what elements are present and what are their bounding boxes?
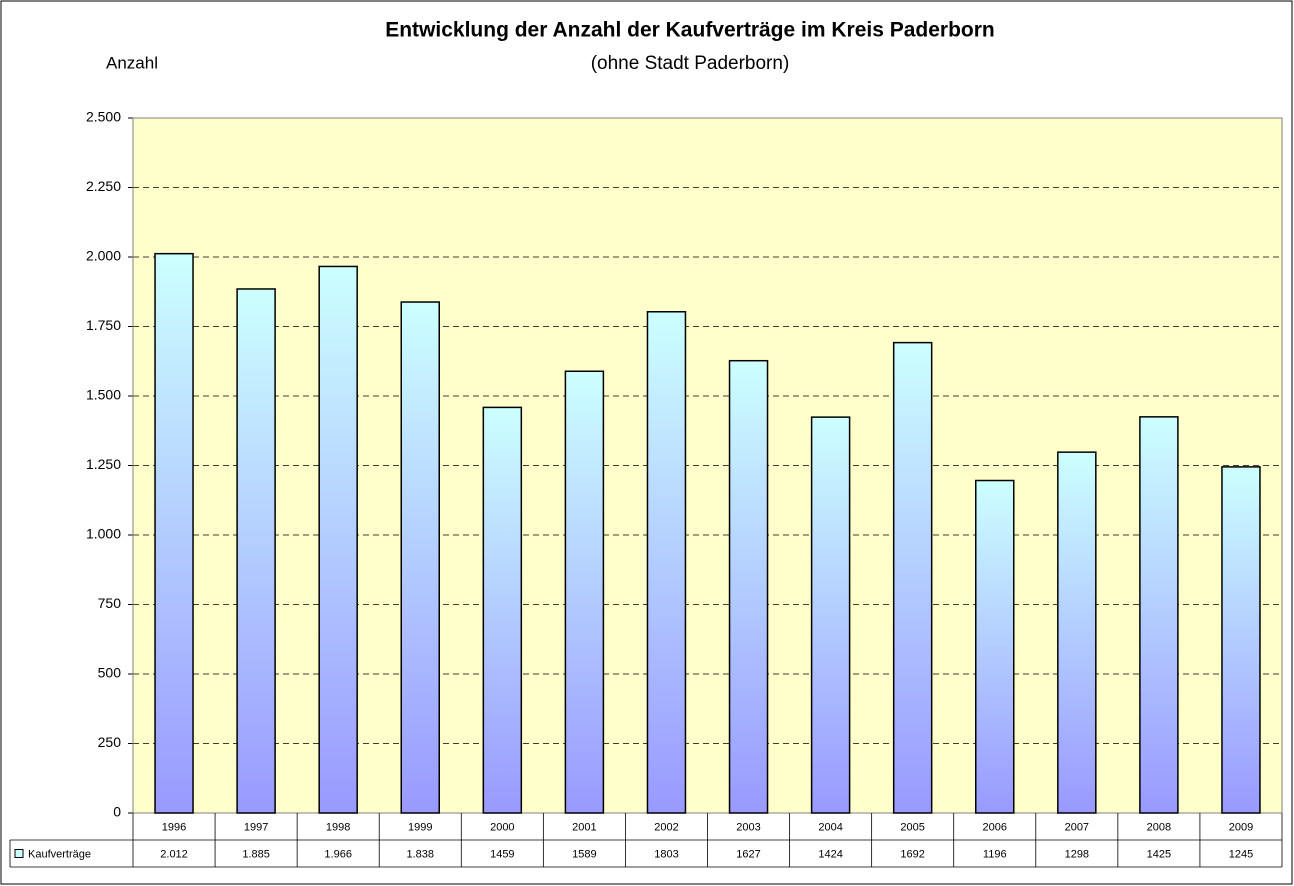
bar	[154, 252, 194, 814]
x-tick-label: 1999	[408, 821, 432, 833]
bar	[564, 370, 605, 814]
table-value: 1627	[736, 848, 760, 860]
chart-subtitle: (ohne Stadt Paderborn)	[591, 53, 790, 74]
table-value: 1589	[572, 848, 596, 860]
table-value: 1424	[818, 848, 842, 860]
table-value: 1.966	[324, 848, 352, 860]
table-value: 1425	[1147, 848, 1171, 860]
legend-swatch	[14, 849, 24, 858]
bar	[646, 311, 687, 814]
bar	[810, 416, 851, 814]
y-tick-label: 2.250	[86, 178, 121, 194]
y-tick-label: 250	[98, 734, 122, 750]
y-tick-label: 2.000	[86, 248, 121, 264]
x-tick-label: 1996	[162, 821, 186, 833]
table-value: 1.838	[406, 848, 434, 860]
legend-label: Kaufverträge	[28, 848, 91, 860]
bar	[236, 288, 276, 814]
bar	[892, 341, 933, 814]
y-tick-label: 500	[98, 665, 122, 681]
x-tick-label: 2002	[654, 821, 678, 833]
table-value: 1459	[490, 848, 514, 860]
chart-title: Entwicklung der Anzahl der Kaufverträge …	[385, 19, 995, 42]
table-value: 1803	[654, 848, 678, 860]
bar	[728, 359, 769, 814]
table-value: 2.012	[160, 848, 188, 860]
bar	[400, 301, 440, 814]
table-value: 1.885	[242, 848, 270, 860]
x-tick-label: 2003	[736, 821, 760, 833]
y-axis-label: Anzahl	[106, 53, 158, 72]
bar	[1139, 416, 1179, 814]
table-value: 1245	[1229, 848, 1253, 860]
bar	[318, 265, 358, 814]
table-value: 1196	[983, 848, 1007, 860]
x-tick-label: 2009	[1229, 821, 1253, 833]
y-tick-label: 750	[98, 595, 122, 611]
y-tick-label: 0	[113, 804, 121, 820]
bar	[975, 479, 1015, 814]
y-tick-label: 1.250	[86, 456, 121, 472]
x-tick-label: 1997	[244, 821, 268, 833]
y-tick-label: 1.750	[86, 317, 121, 333]
bar	[1221, 466, 1261, 814]
x-tick-label: 2005	[900, 821, 924, 833]
table-value: 1298	[1065, 848, 1089, 860]
x-tick-label: 1998	[326, 821, 350, 833]
bar	[1057, 451, 1097, 814]
y-tick-label: 1.500	[86, 387, 121, 403]
y-tick-label: 2.500	[86, 109, 121, 125]
table-value: 1692	[900, 848, 924, 860]
x-tick-label: 2008	[1147, 821, 1171, 833]
y-tick-label: 1.000	[86, 526, 121, 542]
bar	[482, 406, 523, 814]
x-tick-label: 2004	[818, 821, 842, 833]
x-tick-label: 2001	[572, 821, 596, 833]
x-tick-label: 2007	[1065, 821, 1089, 833]
x-tick-label: 2000	[490, 821, 514, 833]
x-tick-label: 2006	[983, 821, 1007, 833]
